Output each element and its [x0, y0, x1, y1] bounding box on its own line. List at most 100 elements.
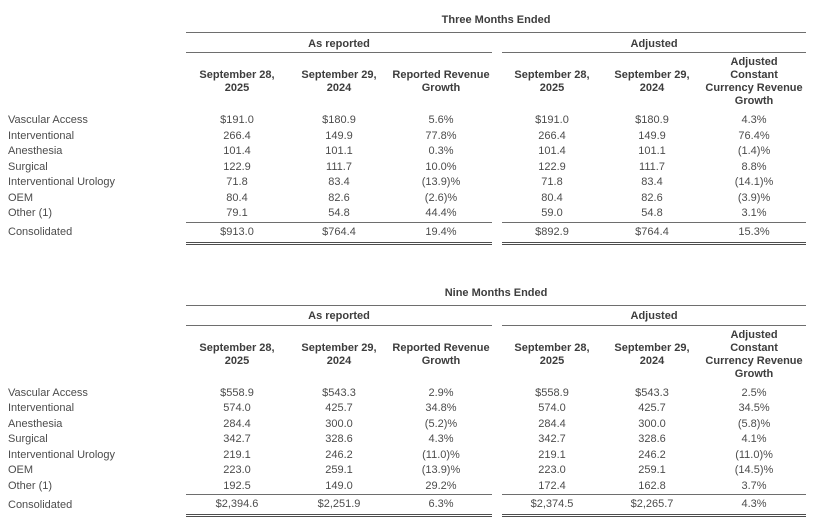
- cell-value: 3.7%: [702, 479, 806, 495]
- cell-value: 83.4: [288, 175, 390, 191]
- cell-value: 80.4: [186, 191, 288, 207]
- column-header-adjusted-2025: September 28, 2025: [502, 325, 602, 386]
- group-header-as-reported: As reported: [186, 33, 492, 53]
- cell-value: 149.0: [288, 479, 390, 495]
- row-label: OEM: [0, 191, 186, 207]
- row-label: Other (1): [0, 479, 186, 495]
- row-label: Vascular Access: [0, 386, 186, 402]
- column-header-reported-2025: September 28, 2025: [186, 325, 288, 386]
- column-header-adjusted-growth: Adjusted Constant Currency Revenue Growt…: [702, 53, 806, 114]
- cell-value: 192.5: [186, 479, 288, 495]
- column-gap: [492, 417, 502, 433]
- cell-value: (14.1)%: [702, 175, 806, 191]
- row-label: Interventional: [0, 401, 186, 417]
- cell-value: 76.4%: [702, 129, 806, 145]
- cell-value: 10.0%: [390, 160, 492, 176]
- cell-value: 172.4: [502, 479, 602, 495]
- cell-value: 574.0: [502, 401, 602, 417]
- cell-value: 101.1: [602, 144, 702, 160]
- cell-value: 54.8: [602, 206, 702, 222]
- cell-value: 82.6: [288, 191, 390, 207]
- row-label: Interventional Urology: [0, 175, 186, 191]
- cell-value: 246.2: [602, 448, 702, 464]
- cell-value: 5.6%: [390, 113, 492, 129]
- group-header-row: As reported Adjusted: [0, 33, 806, 53]
- column-gap: [492, 479, 502, 495]
- cell-value: $191.0: [186, 113, 288, 129]
- column-header-adjusted-2024: September 29, 2024: [602, 325, 702, 386]
- spacer-cell: [0, 325, 186, 386]
- cell-value: 266.4: [502, 129, 602, 145]
- column-header-row: September 28, 2025 September 29, 2024 Re…: [0, 53, 806, 114]
- cell-value: 34.8%: [390, 401, 492, 417]
- cell-value: 34.5%: [702, 401, 806, 417]
- spacer-cell: [0, 275, 186, 306]
- cell-value: $764.4: [602, 222, 702, 243]
- row-label: Anesthesia: [0, 417, 186, 433]
- cell-value: (3.9)%: [702, 191, 806, 207]
- cell-value: (11.0)%: [390, 448, 492, 464]
- cell-value: 328.6: [602, 432, 702, 448]
- cell-value: 284.4: [186, 417, 288, 433]
- cell-value: $2,265.7: [602, 495, 702, 516]
- cell-value: 4.3%: [702, 495, 806, 516]
- cell-value: $543.3: [288, 386, 390, 402]
- row-label: Consolidated: [0, 222, 186, 243]
- spacer-cell: [0, 33, 186, 53]
- column-gap: [492, 463, 502, 479]
- column-gap: [492, 33, 502, 53]
- cell-value: (5.8)%: [702, 417, 806, 433]
- group-header-as-reported: As reported: [186, 305, 492, 325]
- cell-value: $913.0: [186, 222, 288, 243]
- column-gap: [492, 191, 502, 207]
- column-gap: [492, 160, 502, 176]
- cell-value: $180.9: [288, 113, 390, 129]
- row-label: Surgical: [0, 432, 186, 448]
- cell-value: (13.9)%: [390, 463, 492, 479]
- column-gap: [492, 206, 502, 222]
- group-header-row: As reported Adjusted: [0, 305, 806, 325]
- cell-value: 4.3%: [390, 432, 492, 448]
- column-header-row: September 28, 2025 September 29, 2024 Re…: [0, 325, 806, 386]
- column-gap: [492, 113, 502, 129]
- cell-value: 71.8: [502, 175, 602, 191]
- spacer-cell: [0, 53, 186, 114]
- cell-value: 574.0: [186, 401, 288, 417]
- cell-value: 3.1%: [702, 206, 806, 222]
- column-header-reported-2025: September 28, 2025: [186, 53, 288, 114]
- column-gap: [492, 222, 502, 243]
- cell-value: 246.2: [288, 448, 390, 464]
- column-header-reported-2024: September 29, 2024: [288, 53, 390, 114]
- cell-value: $2,394.6: [186, 495, 288, 516]
- cell-value: 80.4: [502, 191, 602, 207]
- cell-value: 259.1: [288, 463, 390, 479]
- cell-value: 425.7: [602, 401, 702, 417]
- column-gap: [492, 401, 502, 417]
- column-gap: [492, 448, 502, 464]
- period-title: Three Months Ended: [186, 2, 806, 33]
- cell-value: 328.6: [288, 432, 390, 448]
- cell-value: 6.3%: [390, 495, 492, 516]
- nine-months-table: Nine Months Ended As reported Adjusted S…: [0, 275, 806, 517]
- cell-value: 82.6: [602, 191, 702, 207]
- cell-value: 425.7: [288, 401, 390, 417]
- cell-value: (11.0)%: [702, 448, 806, 464]
- spacer-cell: [0, 305, 186, 325]
- cell-value: 219.1: [186, 448, 288, 464]
- cell-value: 19.4%: [390, 222, 492, 243]
- group-header-adjusted: Adjusted: [502, 305, 806, 325]
- column-gap: [492, 325, 502, 386]
- row-label: OEM: [0, 463, 186, 479]
- row-label: Interventional Urology: [0, 448, 186, 464]
- column-header-adjusted-growth: Adjusted Constant Currency Revenue Growt…: [702, 325, 806, 386]
